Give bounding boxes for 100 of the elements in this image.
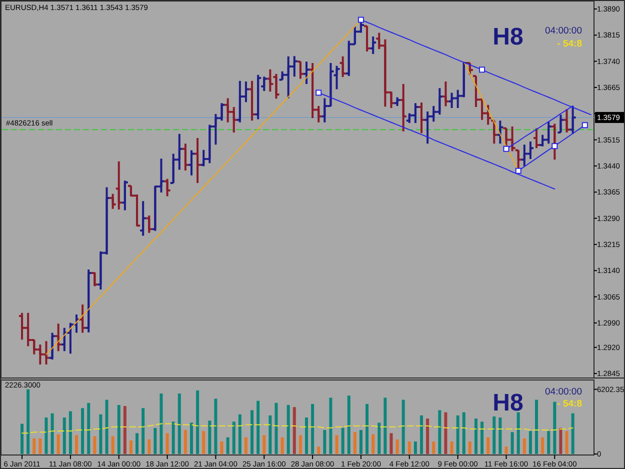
bar (172, 422, 175, 454)
bar (123, 406, 126, 454)
bar (226, 437, 230, 454)
bar (571, 413, 574, 454)
bar (99, 414, 102, 454)
bar (384, 398, 387, 454)
point (515, 168, 522, 174)
point (503, 146, 510, 152)
bar (347, 396, 350, 454)
bar (547, 431, 550, 454)
bar (541, 437, 544, 454)
bar (462, 412, 466, 454)
bar (414, 441, 417, 454)
bar (474, 418, 478, 454)
bar (378, 422, 381, 454)
bar (136, 433, 139, 454)
bar (335, 435, 338, 454)
line-series (22, 423, 574, 434)
bar (535, 400, 538, 454)
bar (244, 437, 248, 454)
bar (62, 418, 66, 454)
bar (56, 434, 60, 454)
annotation: 04:00:00 (545, 26, 582, 36)
bar (353, 432, 356, 454)
bar (232, 422, 236, 454)
bar (178, 394, 181, 454)
bar (341, 428, 344, 454)
bar (75, 435, 78, 454)
bar (559, 428, 562, 454)
annotation: 04:00:00 (545, 386, 582, 398)
bar (311, 404, 314, 454)
bar (565, 431, 568, 454)
bar (480, 422, 484, 454)
bar (196, 390, 200, 454)
bar (87, 402, 90, 454)
bar (286, 404, 290, 454)
bar (498, 418, 502, 454)
bar (142, 408, 145, 454)
bar (20, 424, 24, 454)
bar (408, 441, 411, 454)
bar (154, 428, 157, 454)
bar (32, 438, 36, 454)
bar (280, 437, 284, 454)
bar (105, 400, 108, 454)
bar (329, 398, 332, 454)
bar (305, 418, 308, 454)
bar (492, 416, 496, 454)
annotation: - 54:8 (557, 398, 582, 410)
bar (516, 412, 520, 454)
bar (190, 422, 193, 454)
bar (256, 400, 260, 454)
point (582, 122, 588, 128)
point (358, 16, 364, 23)
bar (553, 402, 556, 454)
bar (166, 433, 169, 454)
bar (111, 436, 114, 454)
bar (528, 431, 532, 454)
bar (432, 441, 436, 454)
bar (184, 430, 187, 454)
bar (68, 411, 72, 454)
bar (262, 435, 266, 454)
bar (26, 389, 30, 454)
bar (504, 446, 508, 454)
bar (292, 407, 296, 454)
point (479, 66, 486, 73)
bar (359, 430, 362, 454)
bar (420, 415, 423, 454)
bar (208, 420, 212, 454)
bar (81, 408, 84, 454)
bar (214, 398, 218, 454)
bar (372, 434, 375, 454)
bar (456, 415, 460, 454)
bar (510, 432, 514, 454)
bar (274, 402, 278, 454)
bar (220, 441, 224, 454)
annotation: - 54:8 (557, 38, 582, 50)
point (316, 90, 322, 96)
bar (93, 436, 96, 454)
annotation: H8 (492, 390, 524, 416)
bar (390, 433, 393, 454)
bar (250, 410, 254, 454)
bar (50, 413, 54, 454)
bar (117, 404, 120, 454)
bar (366, 404, 369, 454)
bar (323, 430, 326, 454)
bar (396, 439, 399, 454)
point (552, 143, 558, 150)
bar (44, 418, 48, 454)
bar (444, 412, 448, 454)
bar (522, 438, 526, 454)
bar (317, 446, 320, 454)
bar (160, 394, 163, 454)
bar (202, 431, 206, 454)
bar (438, 410, 442, 454)
bar (129, 440, 132, 454)
bar (238, 414, 242, 454)
bar (486, 437, 490, 454)
bar (450, 441, 454, 454)
bar (298, 435, 302, 454)
annotation: H8 (492, 24, 524, 50)
